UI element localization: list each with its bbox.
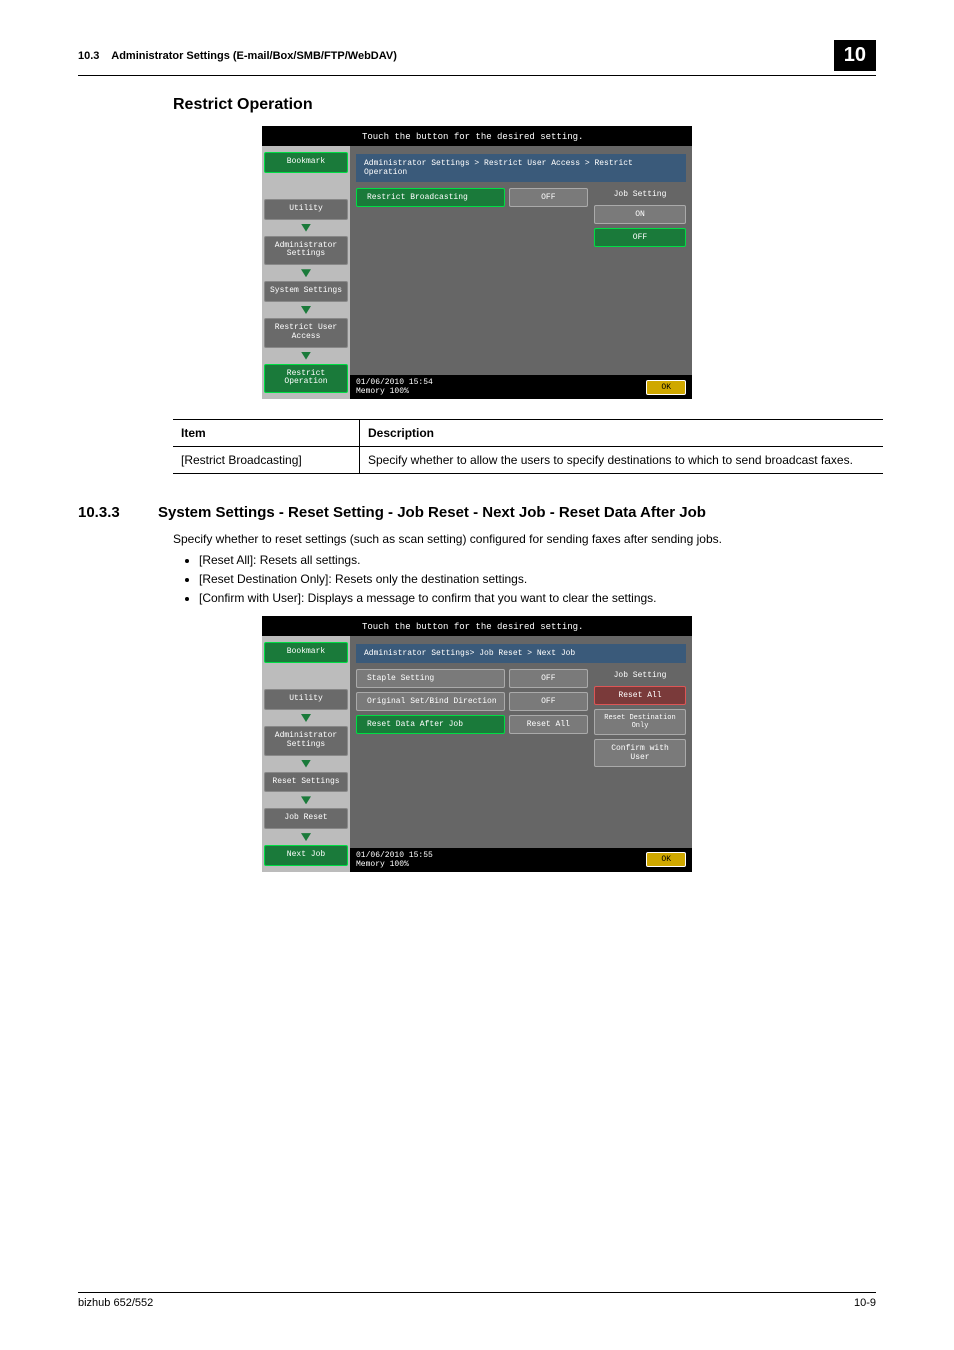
- desc-cell: Specify whether to allow the users to sp…: [360, 447, 884, 474]
- subsection-title: System Settings - Reset Setting - Job Re…: [158, 504, 876, 521]
- bullet-confirm: [Confirm with User]: Displays a message …: [199, 590, 876, 607]
- job-setting-label: Job Setting: [594, 669, 686, 682]
- ok-button[interactable]: OK: [646, 852, 686, 867]
- col-item: Item: [173, 420, 360, 447]
- restrict-operation-title: Restrict Operation: [173, 96, 876, 114]
- on-button[interactable]: ON: [594, 205, 686, 224]
- restrict-operation-button[interactable]: Restrict Operation: [264, 364, 348, 394]
- bullet-reset-dest: [Reset Destination Only]: Resets only th…: [199, 571, 876, 588]
- admin-settings-button[interactable]: Administrator Settings: [264, 726, 348, 756]
- memory: Memory 100%: [356, 387, 433, 396]
- confirm-with-user-button[interactable]: Confirm with User: [594, 739, 686, 767]
- arrow-down-icon: [301, 224, 311, 232]
- utility-button[interactable]: Utility: [264, 689, 348, 710]
- description-table: Item Description [Restrict Broadcasting]…: [173, 419, 883, 474]
- section-num: 10.3: [78, 50, 99, 62]
- staple-setting-button[interactable]: Staple Setting: [356, 669, 505, 688]
- job-setting-label: Job Setting: [594, 188, 686, 201]
- arrow-down-icon: [301, 760, 311, 768]
- section-title-text: Administrator Settings (E-mail/Box/SMB/F…: [111, 50, 397, 62]
- reset-data-value: Reset All: [509, 715, 588, 734]
- bind-direction-button[interactable]: Original Set/Bind Direction: [356, 692, 505, 711]
- instruction-bar: Touch the button for the desired setting…: [262, 126, 692, 146]
- reset-dest-only-button[interactable]: Reset Destination Only: [594, 709, 686, 735]
- header-left: 10.3 Administrator Settings (E-mail/Box/…: [78, 50, 397, 62]
- arrow-down-icon: [301, 306, 311, 314]
- bullet-reset-all: [Reset All]: Resets all settings.: [199, 552, 876, 569]
- bookmark-button[interactable]: Bookmark: [264, 152, 348, 173]
- col-desc: Description: [360, 420, 884, 447]
- page-badge: 10: [834, 40, 876, 71]
- staple-setting-value: OFF: [509, 669, 588, 688]
- system-settings-button[interactable]: System Settings: [264, 281, 348, 302]
- item-cell: [Restrict Broadcasting]: [173, 447, 360, 474]
- restrict-user-access-button[interactable]: Restrict User Access: [264, 318, 348, 348]
- restrict-broadcasting-value: OFF: [509, 188, 588, 207]
- arrow-down-icon: [301, 833, 311, 841]
- arrow-down-icon: [301, 796, 311, 804]
- table-row: [Restrict Broadcasting] Specify whether …: [173, 447, 883, 474]
- bind-direction-value: OFF: [509, 692, 588, 711]
- breadcrumb: Administrator Settings> Job Reset > Next…: [356, 644, 686, 663]
- arrow-down-icon: [301, 352, 311, 360]
- footer-left: bizhub 652/552: [78, 1297, 153, 1309]
- footer-info: 01/06/2010 15:54 Memory 100%: [356, 378, 433, 396]
- breadcrumb: Administrator Settings > Restrict User A…: [356, 154, 686, 182]
- memory: Memory 100%: [356, 860, 433, 869]
- reset-all-button[interactable]: Reset All: [594, 686, 686, 705]
- sidebar: Bookmark Utility Administrator Settings …: [262, 636, 350, 872]
- bookmark-button[interactable]: Bookmark: [264, 642, 348, 663]
- intro-text: Specify whether to reset settings (such …: [173, 532, 722, 546]
- datetime: 01/06/2010 15:55: [356, 851, 433, 860]
- footer-info: 01/06/2010 15:55 Memory 100%: [356, 851, 433, 869]
- page-header: 10.3 Administrator Settings (E-mail/Box/…: [78, 40, 876, 76]
- sidebar: Bookmark Utility Administrator Settings …: [262, 146, 350, 399]
- page-footer: bizhub 652/552 10-9: [78, 1292, 876, 1309]
- ok-button[interactable]: OK: [646, 380, 686, 395]
- job-reset-button[interactable]: Job Reset: [264, 808, 348, 829]
- utility-button[interactable]: Utility: [264, 199, 348, 220]
- subsection-num: 10.3.3: [78, 504, 158, 521]
- datetime: 01/06/2010 15:54: [356, 378, 433, 387]
- off-button[interactable]: OFF: [594, 228, 686, 247]
- next-job-button[interactable]: Next Job: [264, 845, 348, 866]
- arrow-down-icon: [301, 269, 311, 277]
- screenshot-restrict-operation: Touch the button for the desired setting…: [262, 126, 692, 399]
- screenshot-reset-data: Touch the button for the desired setting…: [262, 616, 692, 872]
- admin-settings-button[interactable]: Administrator Settings: [264, 236, 348, 266]
- arrow-down-icon: [301, 714, 311, 722]
- footer-right: 10-9: [854, 1297, 876, 1309]
- restrict-broadcasting-button[interactable]: Restrict Broadcasting: [356, 188, 505, 207]
- reset-data-button[interactable]: Reset Data After Job: [356, 715, 505, 734]
- reset-settings-button[interactable]: Reset Settings: [264, 772, 348, 793]
- body-text: Specify whether to reset settings (such …: [173, 531, 876, 606]
- instruction-bar: Touch the button for the desired setting…: [262, 616, 692, 636]
